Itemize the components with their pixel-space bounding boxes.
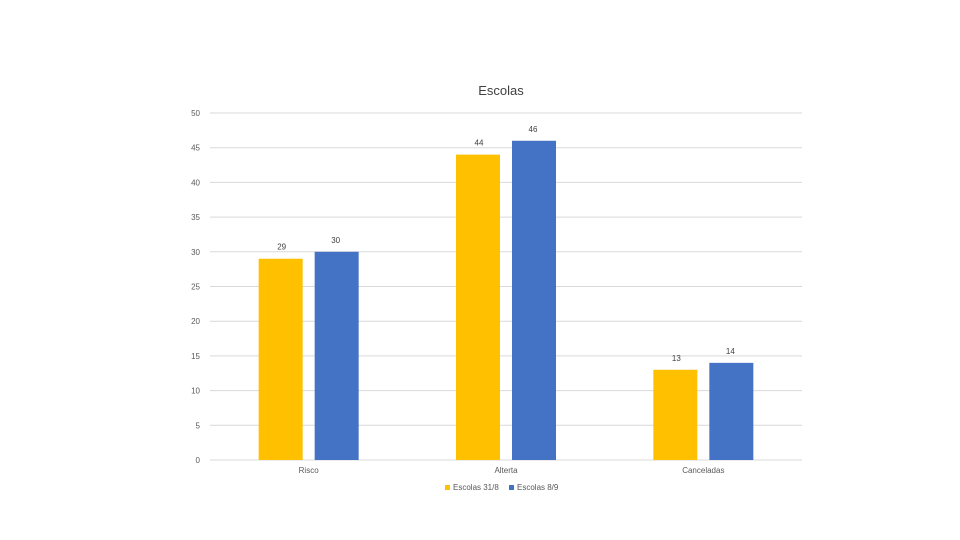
y-tick-label: 50 <box>191 109 200 118</box>
data-label: 13 <box>672 354 681 363</box>
x-axis-categories: Risco Alterta Canceladas <box>299 466 725 475</box>
y-tick-label: 30 <box>191 248 200 257</box>
y-tick-label: 5 <box>196 421 201 430</box>
bar <box>709 362 754 460</box>
chart-title: Escolas <box>478 83 524 98</box>
bar <box>653 369 698 460</box>
data-label: 44 <box>475 139 484 148</box>
legend-swatch <box>509 485 514 490</box>
legend-label: Escolas 31/8 <box>453 483 499 492</box>
data-label: 14 <box>726 347 735 356</box>
y-tick-label: 25 <box>191 283 200 292</box>
y-tick-label: 45 <box>191 144 200 153</box>
bar <box>456 154 500 460</box>
y-tick-label: 0 <box>196 456 201 465</box>
bar <box>512 140 556 460</box>
bar <box>258 258 303 460</box>
bar <box>314 251 359 460</box>
legend-label: Escolas 8/9 <box>517 483 559 492</box>
y-tick-label: 15 <box>191 352 200 361</box>
y-tick-label: 40 <box>191 178 200 187</box>
data-label: 29 <box>277 243 286 252</box>
legend: Escolas 31/8 Escolas 8/9 <box>445 483 559 492</box>
gridlines <box>210 112 802 461</box>
category-label: Alterta <box>494 466 518 475</box>
bars <box>258 140 754 460</box>
legend-swatch <box>445 485 450 490</box>
data-labels: 29 30 44 46 13 14 <box>277 125 735 363</box>
data-label: 30 <box>331 236 340 245</box>
category-label: Risco <box>299 466 320 475</box>
y-axis-ticks: 0 5 10 15 20 25 30 35 40 45 50 <box>191 109 200 465</box>
data-label: 46 <box>529 125 538 134</box>
y-tick-label: 20 <box>191 317 200 326</box>
category-label: Canceladas <box>682 466 724 475</box>
y-tick-label: 10 <box>191 387 200 396</box>
y-tick-label: 35 <box>191 213 200 222</box>
